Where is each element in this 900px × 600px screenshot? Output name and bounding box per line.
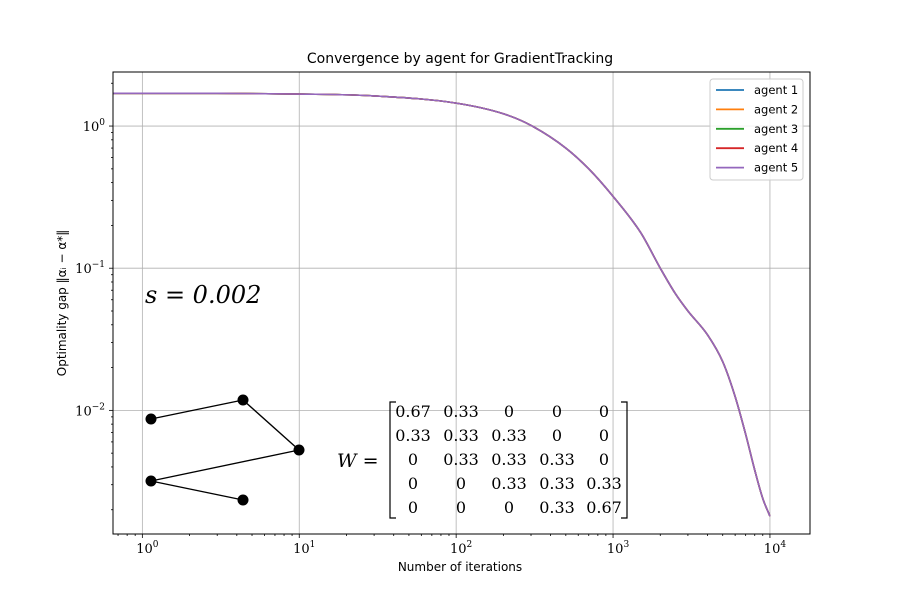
graph-node-5: [237, 494, 249, 506]
matrix-entry: 0: [552, 402, 562, 421]
matrix-entry: 0: [504, 498, 514, 517]
matrix-entry: 0.33: [443, 402, 479, 421]
step-size-annotation: s = 0.002: [145, 281, 261, 309]
graph-node-2: [237, 394, 249, 406]
matrix-entry: 0: [456, 498, 466, 517]
legend-label-agent-5: agent 5: [754, 161, 798, 175]
matrix-label: W =: [337, 450, 379, 472]
x-tick-label: 101: [293, 540, 315, 557]
series-lines: [113, 93, 770, 516]
graph-edge: [150, 449, 300, 482]
weight-matrix: 0.67 0.33 0 0 0 0.33 0.33 0.33 0 0 0 0.33 0.33 0.33 0 0…: [395, 402, 622, 517]
plot-frame: [112, 71, 811, 535]
matrix-entry: 0: [408, 474, 418, 493]
matrix-entry: 0: [456, 474, 466, 493]
matrix-entry: 0.33: [539, 498, 575, 517]
matrix-entry: 0: [599, 450, 609, 469]
legend-label-agent-1: agent 1: [754, 83, 798, 97]
x-tick-label: 104: [764, 540, 787, 557]
matrix-entry: 0.33: [395, 426, 431, 445]
graph-edge: [242, 399, 300, 451]
axis-ticks: 100 101 102 103 104 100 10−1 10−2: [75, 82, 787, 557]
legend-label-agent-2: agent 2: [754, 102, 798, 116]
graph-edge: [150, 480, 244, 501]
matrix-entry: 0: [408, 450, 418, 469]
legend-label-agent-3: agent 3: [754, 122, 798, 136]
matrix-left-bracket: [389, 401, 396, 519]
graph-node-3: [293, 444, 305, 456]
matrix-entry: 0.33: [491, 426, 527, 445]
series-line-agent-5: [113, 93, 770, 516]
matrix-entry: 0.33: [491, 450, 527, 469]
graph-node-4: [145, 475, 157, 487]
graph-node-1: [145, 413, 157, 425]
matrix-entry: 0.67: [586, 498, 622, 517]
y-tick-label: 10−1: [75, 260, 105, 277]
matrix-entry: 0: [599, 426, 609, 445]
matrix-entry: 0.33: [443, 426, 479, 445]
matrix-entry: 0: [504, 402, 514, 421]
matrix-entry: 0.67: [395, 402, 431, 421]
grid-lines: [113, 72, 810, 534]
matrix-entry: 0.33: [586, 474, 622, 493]
y-tick-label: 10−2: [75, 402, 105, 419]
agent-network-graph: [145, 394, 305, 506]
x-tick-label: 102: [450, 540, 472, 557]
matrix-entry: 0.33: [539, 474, 575, 493]
graph-edge: [150, 399, 244, 420]
matrix-entry: 0.33: [491, 474, 527, 493]
chart-title: Convergence by agent for GradientTrackin…: [307, 51, 613, 67]
y-axis-label: Optimality gap ‖αᵢ − α*‖: [55, 230, 69, 376]
legend-box: [709, 78, 804, 181]
matrix-right-bracket: [621, 401, 628, 519]
legend-label-agent-4: agent 4: [754, 141, 798, 155]
matrix-entry: 0: [552, 426, 562, 445]
y-tick-label: 100: [83, 118, 106, 135]
matrix-entry: 0: [599, 402, 609, 421]
matrix-entry: 0.33: [539, 450, 575, 469]
matrix-entry: 0.33: [443, 450, 479, 469]
x-tick-label: 100: [136, 540, 159, 557]
legend: agent 1 agent 2 agent 3 agent 4 agent 5: [709, 78, 804, 181]
x-tick-label: 103: [607, 540, 630, 557]
x-axis-label: Number of iterations: [398, 560, 522, 574]
matrix-entry: 0: [408, 498, 418, 517]
